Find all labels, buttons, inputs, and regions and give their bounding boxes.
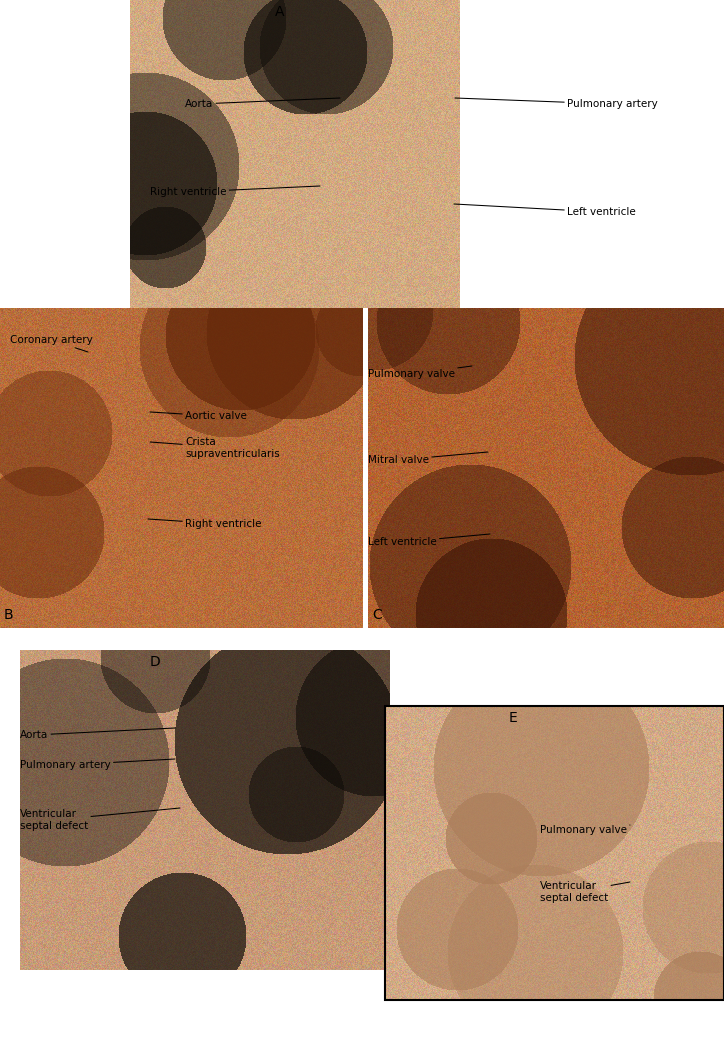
Bar [363,308,368,630]
Text: Coronary artery: Coronary artery [10,335,93,352]
Text: Right ventricle: Right ventricle [148,519,261,529]
Text: Pulmonary valve: Pulmonary valve [540,825,630,835]
Text: D: D [150,655,161,669]
Text: Right ventricle: Right ventricle [150,186,320,197]
Text: Pulmonary valve: Pulmonary valve [368,366,472,379]
Text: A: A [275,5,285,19]
Text: Aortic valve: Aortic valve [150,411,247,421]
Bar [385,706,724,1000]
Text: Ventricular
septal defect: Ventricular septal defect [540,881,630,903]
Text: Left ventricle: Left ventricle [454,204,636,217]
Text: Aorta: Aorta [185,98,340,109]
Text: Mitral valve: Mitral valve [368,452,488,465]
Text: Aorta: Aorta [20,728,175,740]
Text: Ventricular
septal defect: Ventricular septal defect [20,808,180,831]
Text: Crista
supraventricularis: Crista supraventricularis [150,437,279,459]
Text: Left ventricle: Left ventricle [368,534,490,547]
Bar [0,628,724,650]
Text: B: B [4,608,14,622]
Text: Pulmonary artery: Pulmonary artery [455,98,657,109]
Text: E: E [509,711,518,725]
Text: Pulmonary artery: Pulmonary artery [20,759,175,770]
Text: C: C [372,608,382,622]
